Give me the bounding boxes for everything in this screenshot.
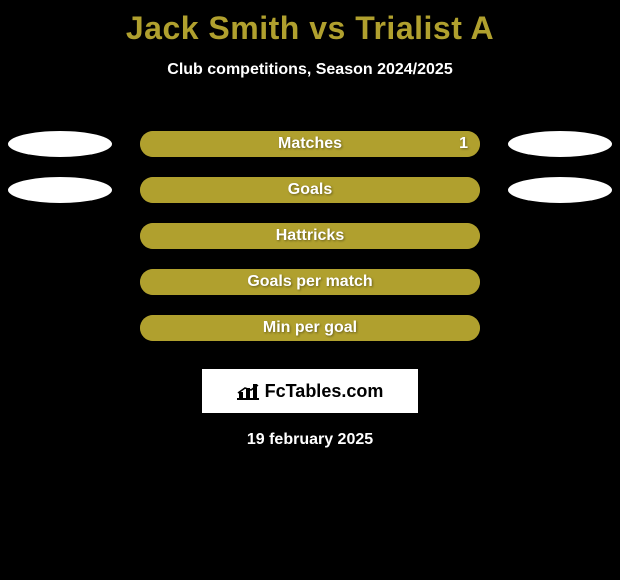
brand-text: FcTables.com [265,381,384,402]
vs-separator: vs [300,10,355,46]
right-ellipse [508,177,612,203]
subtitle-text: Club competitions, Season 2024/2025 [0,61,620,79]
comparison-row: Matches1 [0,121,620,167]
comparison-row: Goals [0,167,620,213]
stat-bar: Goals per match [140,269,480,295]
right-ellipse [508,131,612,157]
chart-icon-line [237,384,259,394]
stat-label: Hattricks [140,227,480,245]
stat-bar: Hattricks [140,223,480,249]
comparison-row: Hattricks [0,213,620,259]
comparison-rows: Matches1 Goals Hattricks Goals per match Min… [0,121,620,351]
page-title: Jack Smith vs Trialist A [0,0,620,47]
stat-label: Goals per match [140,273,480,291]
player-a-name: Jack Smith [126,10,300,46]
left-ellipse [8,177,112,203]
player-b-name: Trialist A [355,10,494,46]
stat-bar: Matches1 [140,131,480,157]
page-root: Jack Smith vs Trialist A Club competitio… [0,0,620,580]
stat-value-right: 1 [459,135,468,153]
brand-box: FcTables.com [202,369,418,413]
comparison-row: Goals per match [0,259,620,305]
stat-label: Goals [140,181,480,199]
stat-bar: Min per goal [140,315,480,341]
date-text: 19 february 2025 [0,431,620,449]
left-ellipse [8,131,112,157]
stat-label: Matches [140,135,480,153]
stat-label: Min per goal [140,319,480,337]
comparison-row: Min per goal [0,305,620,351]
stat-bar: Goals [140,177,480,203]
chart-icon [237,382,259,400]
